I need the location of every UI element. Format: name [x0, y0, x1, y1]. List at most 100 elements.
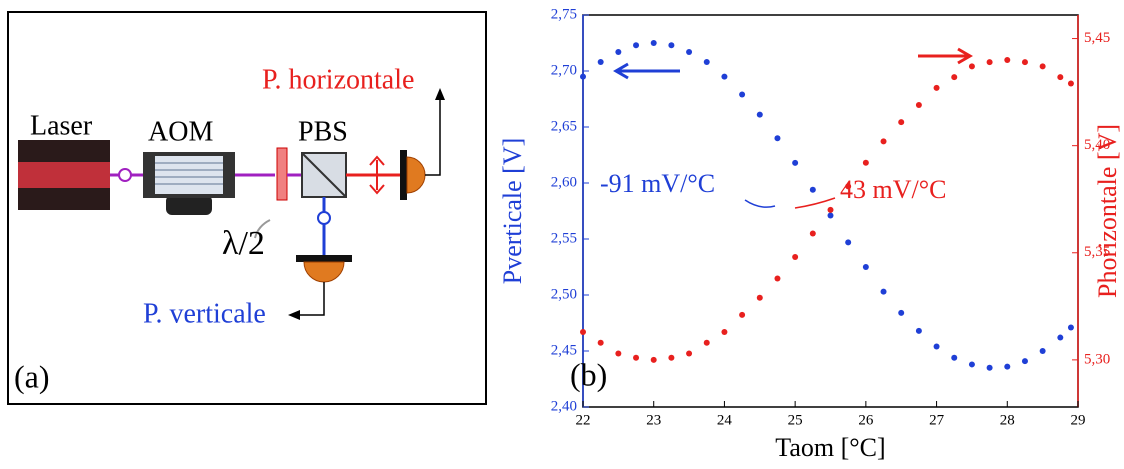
point	[1021, 59, 1028, 66]
x-tick-label: 26	[858, 412, 874, 428]
point	[951, 74, 958, 81]
point	[898, 309, 905, 316]
y-tick-label: 2,55	[551, 230, 577, 246]
waveplate	[276, 147, 288, 201]
x-tick-label: 28	[1000, 412, 1015, 428]
x-tick-label: 23	[646, 412, 661, 428]
point	[721, 73, 728, 80]
point	[1039, 63, 1046, 70]
point	[968, 361, 975, 368]
aom-lines	[155, 162, 223, 185]
panel-label: (a)	[14, 358, 50, 394]
point	[862, 159, 869, 166]
point	[880, 288, 887, 295]
point	[986, 59, 993, 66]
point	[1004, 56, 1011, 63]
detector-h	[406, 156, 426, 194]
point	[668, 354, 675, 361]
x-tick-label: 22	[576, 412, 591, 428]
point	[739, 91, 746, 98]
point	[580, 73, 586, 80]
point	[650, 356, 657, 363]
x-tick-label: 27	[929, 412, 945, 428]
point	[686, 48, 693, 55]
polarization	[118, 168, 132, 182]
detector-v	[303, 261, 345, 283]
annotation: 43 mV/°C	[840, 175, 946, 204]
point	[1067, 324, 1074, 331]
point	[827, 206, 834, 213]
point	[703, 339, 710, 346]
y-axis-label: Pverticale [V]	[498, 138, 527, 285]
point	[1057, 334, 1064, 341]
point	[845, 183, 852, 190]
point	[774, 275, 781, 282]
point	[703, 59, 710, 66]
x-tick-label: 25	[788, 412, 803, 428]
aom-crystal	[155, 156, 223, 194]
pbs-diagonal	[301, 152, 347, 198]
point	[774, 135, 781, 142]
point	[862, 264, 869, 270]
y2-axis-label: Phorizontale [V]	[1093, 124, 1122, 298]
point	[809, 186, 816, 193]
aom-base	[166, 195, 212, 215]
p-horizontal-label: P. horizontale	[262, 64, 414, 95]
annotation: -91 mV/°C	[600, 169, 715, 198]
arrow-h-head	[435, 88, 445, 100]
y-tick-label: 2,70	[551, 62, 577, 78]
point	[597, 339, 604, 346]
arrow-blue	[613, 62, 680, 80]
polarization-blue	[317, 211, 331, 225]
point	[809, 230, 816, 237]
waveplate-label: λ/2	[222, 225, 265, 262]
point	[880, 138, 887, 145]
point	[756, 111, 763, 118]
point	[721, 329, 728, 336]
point	[933, 84, 940, 91]
point	[580, 329, 586, 336]
pointer-red	[794, 197, 836, 209]
y2-tick-label: 5,45	[1084, 30, 1110, 46]
point	[633, 42, 640, 49]
waveplate-pointer	[254, 219, 271, 239]
point	[739, 311, 746, 318]
point	[615, 48, 622, 55]
point	[686, 350, 693, 357]
y-tick-label: 2,50	[551, 286, 577, 302]
pointer-blue	[744, 199, 776, 208]
polarization-arrows	[369, 155, 385, 195]
laser-label: Laser	[30, 110, 93, 141]
point	[615, 350, 622, 357]
y-tick-label: 2,45	[551, 342, 577, 358]
point	[668, 42, 675, 49]
point	[986, 364, 993, 371]
chart: 22 23 24 25 26 27 28 29 2,40 2,45 2,50 2,55 2,60 2,65…	[498, 6, 1122, 462]
arrow-v-head	[288, 310, 300, 320]
point	[898, 119, 905, 126]
diagram: Laser AOM PBS P. horizontale λ/2 P. vert…	[7, 11, 487, 405]
aom-label: AOM	[148, 116, 213, 147]
x-axis-label: Taom [°C]	[775, 433, 885, 462]
p-vertical-label: P. verticale	[143, 298, 266, 329]
point	[597, 59, 604, 66]
arrow-red	[918, 47, 973, 65]
pbs-label: PBS	[298, 116, 348, 147]
detector-v-plate	[296, 255, 352, 262]
point	[1021, 358, 1028, 365]
panel-label: (b)	[570, 356, 607, 392]
point	[792, 254, 799, 261]
y-tick-label: 2,65	[551, 118, 577, 134]
y2-tick-label: 5,30	[1084, 351, 1110, 367]
point	[951, 354, 958, 361]
point	[633, 354, 640, 361]
x-tick-label: 24	[717, 412, 733, 428]
y-tick-label: 2,60	[551, 174, 577, 190]
point	[915, 327, 922, 334]
y2-tick-label: 5,40	[1084, 137, 1110, 153]
y-tick-label: 2,40	[551, 398, 577, 414]
point	[968, 63, 975, 70]
point	[756, 294, 763, 301]
point	[915, 101, 922, 108]
